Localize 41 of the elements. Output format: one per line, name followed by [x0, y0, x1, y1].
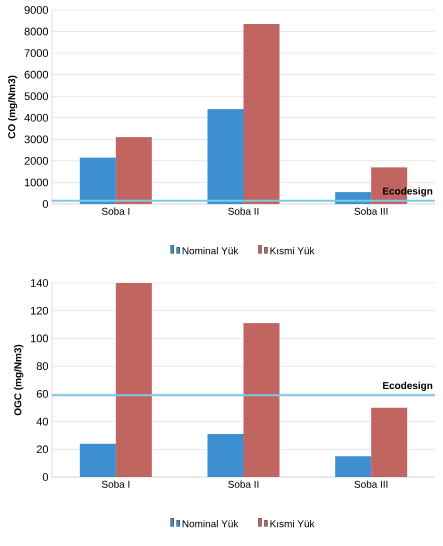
bar [80, 158, 116, 204]
y-tick-label: 8000 [24, 28, 48, 36]
bar [116, 137, 152, 204]
legend-label: Kısmi Yük [270, 520, 314, 528]
y-tick-label: 60 [36, 390, 48, 398]
bar [208, 434, 244, 477]
y-tick-label: 40 [36, 418, 48, 426]
bar [244, 24, 280, 204]
y-axis-title: CO (mg/Nm3) [8, 76, 18, 138]
x-tick-label: Soba I [102, 480, 130, 488]
bar [244, 323, 280, 477]
bar [116, 282, 152, 477]
y-tick-label: 7000 [24, 49, 48, 57]
y-tick-label: 100 [31, 334, 48, 342]
y-tick-label: 2000 [24, 157, 48, 165]
legend-label: Nominal Yük [182, 520, 238, 528]
bar [335, 456, 372, 477]
y-axis-title: OGC (mg/Nm3) [14, 344, 24, 416]
x-tick-label: Soba III [354, 480, 388, 488]
y-tick-label: 120 [31, 306, 48, 315]
y-tick-label: 0 [42, 200, 48, 208]
y-tick-label: 6000 [24, 70, 48, 79]
y-tick-label: 5000 [24, 92, 48, 100]
ref-line-label: Ecodesign [383, 382, 432, 392]
x-tick-label: Soba I [102, 208, 130, 215]
y-tick-label: 80 [36, 362, 48, 370]
bar [371, 408, 408, 477]
x-tick-label: Soba II [228, 208, 258, 215]
x-tick-label: Soba III [354, 208, 388, 215]
y-tick-label: 9000 [24, 6, 48, 14]
y-tick-label: 3000 [24, 135, 48, 144]
y-tick-label: 20 [36, 445, 48, 454]
y-tick-label: 1000 [24, 178, 48, 186]
x-tick-label: Soba II [228, 480, 258, 488]
y-tick-label: 0 [42, 473, 48, 481]
y-tick-label: 140 [31, 279, 48, 287]
bar [208, 109, 244, 204]
y-tick-label: 4000 [24, 114, 48, 122]
bar [80, 444, 116, 477]
legend-label: Nominal Yük [182, 246, 238, 254]
legend-label: Kısmi Yük [270, 246, 314, 254]
